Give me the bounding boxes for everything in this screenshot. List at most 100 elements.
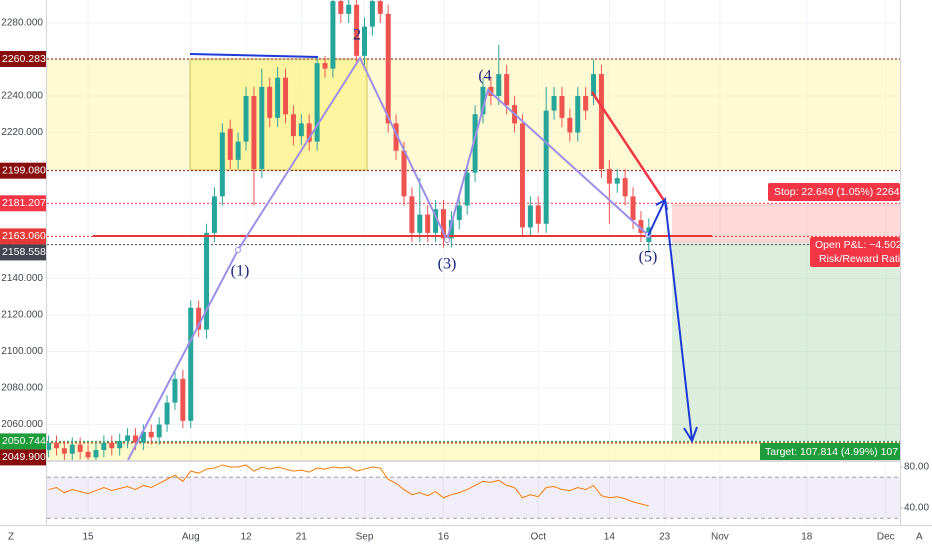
candle-body [251, 95, 257, 169]
candle-body [85, 451, 91, 458]
x-tick-label: Nov [711, 532, 729, 543]
candle-body [567, 117, 573, 133]
x-tick-label: 12 [240, 532, 252, 543]
price-tag [0, 433, 46, 450]
candle-body [47, 442, 52, 451]
y-tick-label: 2080.000 [1, 383, 43, 394]
candle-body [77, 444, 83, 452]
candle-body [346, 4, 352, 14]
target-zone [672, 243, 900, 441]
candle-body [409, 196, 415, 233]
price-tag-label: 2181.207 [2, 197, 46, 209]
candle-body [456, 205, 462, 221]
candle-body [417, 214, 423, 233]
price-tag [0, 228, 46, 245]
stop-tag [768, 183, 900, 201]
price-tag-label: 2260.283 [2, 53, 46, 65]
candle-body [622, 178, 628, 197]
y-tick-label: 2280.000 [1, 18, 43, 29]
candle-body [227, 128, 233, 160]
candle-body [314, 63, 320, 142]
price-tag-label: 2158.558 [2, 246, 46, 258]
rsi-tick-label: 40.00 [904, 503, 929, 514]
candle-body [472, 114, 478, 173]
y-tick-label: 2060.000 [1, 419, 43, 430]
wave-label: 2 [353, 27, 361, 44]
candle-body [401, 150, 407, 197]
candle-body [211, 196, 217, 233]
candle-body [298, 123, 304, 137]
arrow-head [655, 198, 668, 211]
candle-body [338, 1, 344, 14]
price-tag [0, 244, 46, 261]
candle-body [164, 402, 170, 425]
x-tick-label: Dec [877, 532, 895, 543]
candle-body [519, 123, 525, 228]
candle-body [219, 132, 225, 197]
candle-body [464, 172, 470, 206]
candle-body [61, 448, 67, 454]
candle-body [448, 220, 454, 239]
y-tick-label: 2140.000 [1, 273, 43, 284]
candle-body [188, 307, 194, 421]
candle-body [425, 214, 431, 233]
candles [47, 0, 652, 460]
price-tag-label: 2163.060 [2, 230, 46, 242]
x-tick-label: Oct [530, 532, 546, 543]
candle-body [591, 74, 597, 96]
candle-body [180, 378, 186, 421]
wave-label: (3) [438, 256, 457, 273]
top-line [189, 53, 319, 58]
price-tag-label: 2050.744 [2, 435, 46, 447]
zoom-button[interactable]: Z [8, 532, 14, 543]
candle-body [330, 1, 336, 69]
x-tick-label: 14 [604, 532, 616, 543]
candle-body [496, 74, 502, 96]
pnl-label: Open P&L: −4.502 [815, 239, 902, 251]
candle-body [53, 442, 59, 449]
candle-body [243, 95, 249, 142]
wave-label: (1) [231, 263, 250, 280]
x-tick-label: 21 [296, 532, 308, 543]
candle-body [583, 95, 589, 111]
candle-body [156, 424, 162, 438]
auto-scale-button[interactable]: A [916, 532, 923, 543]
candle-body [267, 86, 273, 118]
trend-line [590, 91, 667, 203]
candle-body [543, 110, 549, 224]
wave-label: (5) [639, 249, 658, 266]
candle-body [204, 232, 210, 330]
price-tag [0, 50, 46, 67]
y-tick-label: 2240.000 [1, 91, 43, 102]
candle-body [283, 77, 289, 115]
wave-label: (4 [478, 68, 491, 85]
rsi-band [47, 477, 900, 519]
x-tick-label: Sep [356, 532, 374, 543]
candle-body [69, 444, 75, 454]
candle-body [535, 205, 541, 224]
rr-label: Risk/Reward Ratio [819, 253, 906, 265]
candle-body [551, 95, 557, 111]
candle-body [480, 86, 486, 115]
candle-body [598, 74, 604, 169]
x-tick-label: 15 [83, 532, 95, 543]
candle-body [172, 378, 178, 403]
candle-body [259, 86, 265, 169]
price-tag [0, 195, 46, 212]
rsi-tick-label: 80.00 [904, 462, 929, 473]
candle-body [362, 26, 368, 56]
candle-body [140, 431, 146, 443]
y-tick-label: 2100.000 [1, 346, 43, 357]
candle-body [433, 209, 439, 233]
candle-body [101, 442, 107, 451]
y-tick-label: 2120.000 [1, 310, 43, 321]
pnl-tag [810, 237, 900, 267]
candle-body [306, 123, 312, 142]
x-tick-label: 16 [438, 532, 450, 543]
candle-body [504, 74, 510, 106]
price-tag [0, 449, 46, 466]
arrow-head [683, 426, 698, 444]
stop-label: Stop: 22.649 (1.05%) 2264 [774, 186, 900, 198]
candle-body [369, 1, 375, 27]
